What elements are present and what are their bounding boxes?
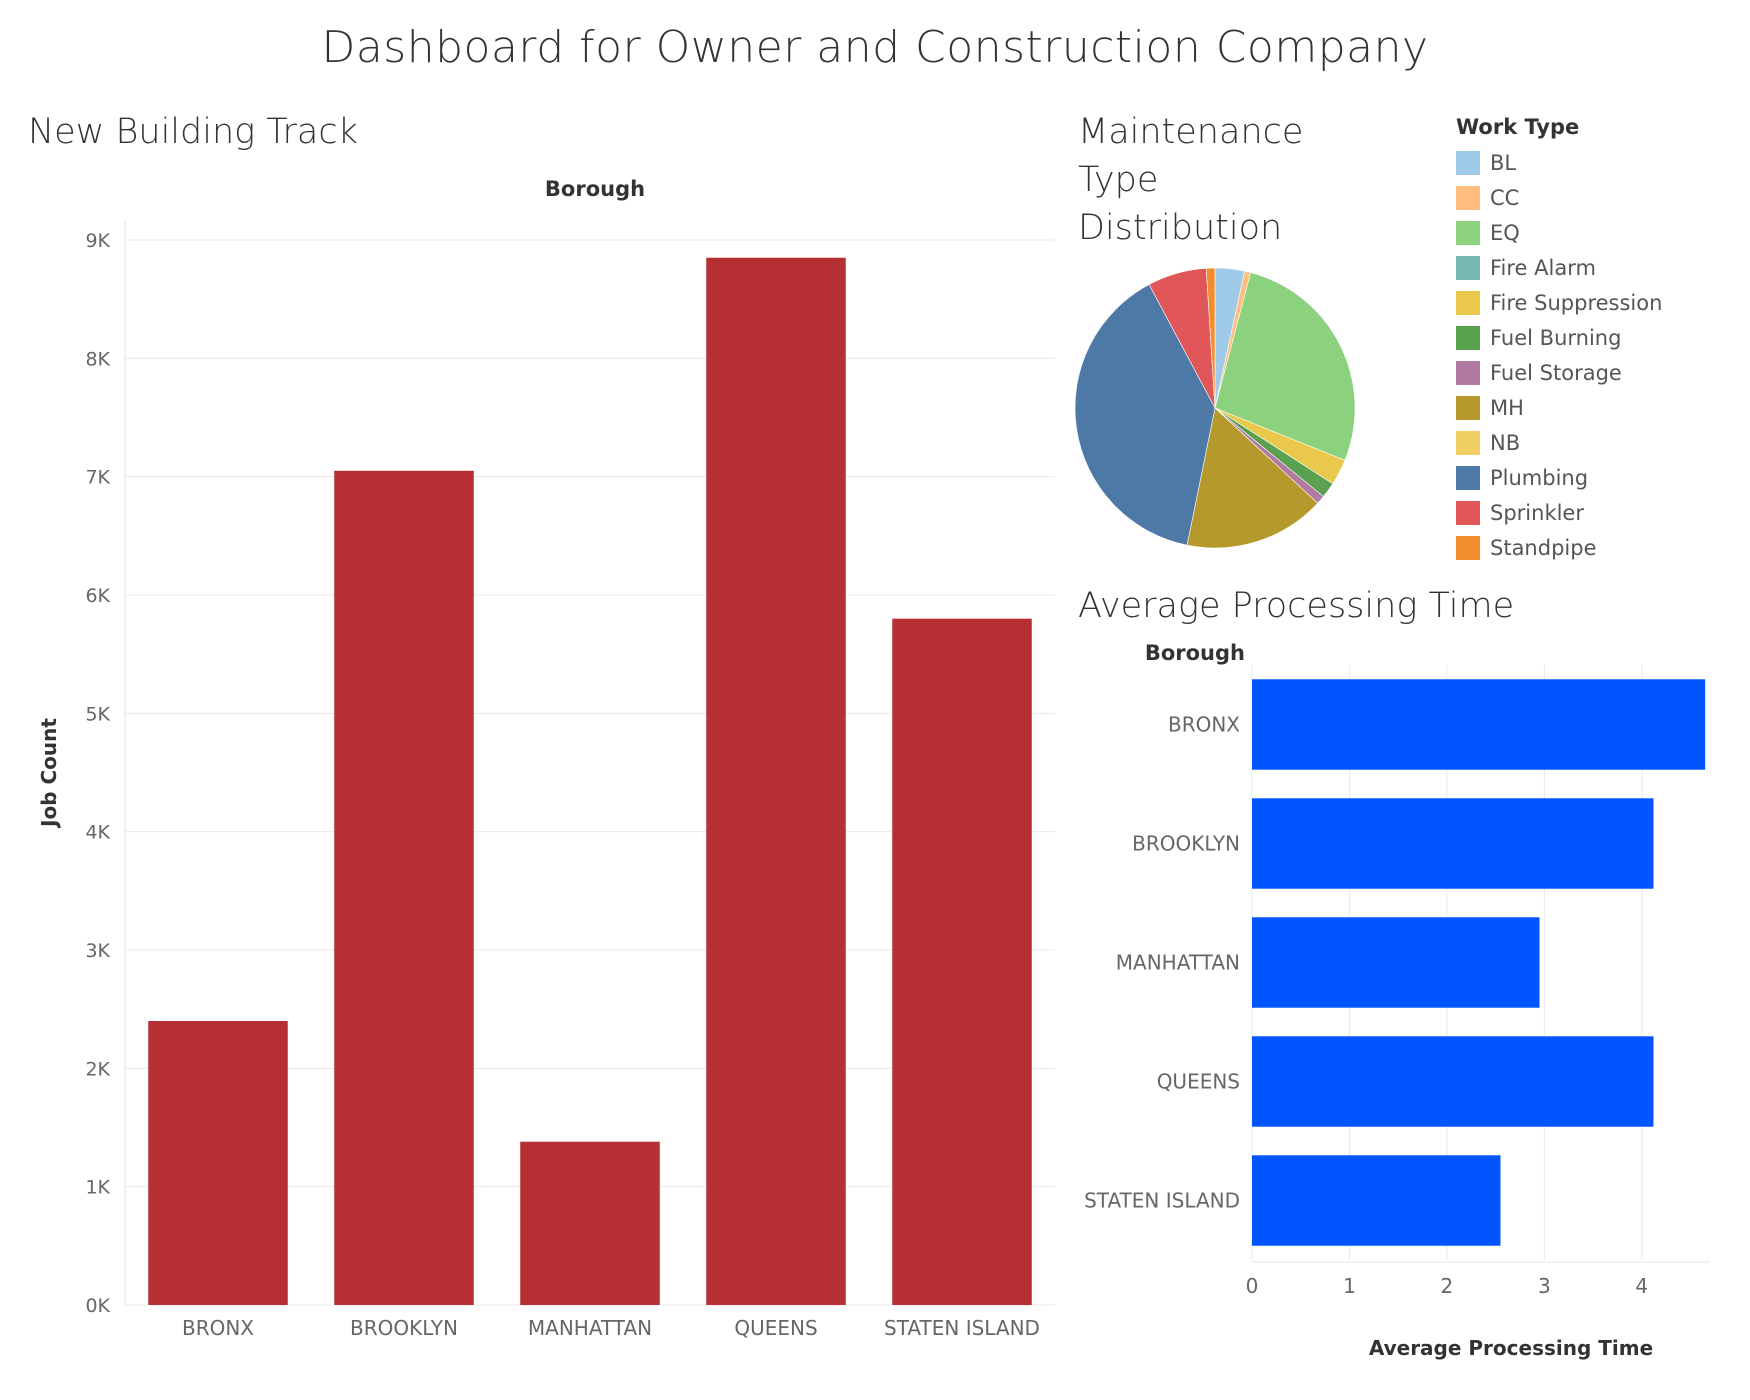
legend-swatch — [1456, 150, 1480, 175]
y-tick-label: BROOKLYN — [1132, 832, 1240, 856]
y-tick-label: QUEENS — [1157, 1070, 1240, 1094]
y-tick-label: 2K — [85, 1058, 110, 1080]
x-tick-label: 4 — [1635, 1274, 1648, 1298]
dashboard-title: Dashboard for Owner and Construction Com… — [321, 22, 1429, 73]
legend-item: MH — [1456, 390, 1662, 425]
legend-item: Sprinkler — [1456, 495, 1662, 530]
y-tick-label: 5K — [85, 703, 110, 725]
bar — [1252, 917, 1540, 1008]
pie-slice — [1074, 284, 1216, 546]
legend-item: Standpipe — [1456, 530, 1662, 565]
bar — [520, 1141, 660, 1305]
legend-swatch — [1456, 395, 1480, 420]
legend-item: Fuel Storage — [1456, 355, 1662, 390]
y-tick-label: 8K — [85, 348, 110, 370]
y-tick-label: STATEN ISLAND — [1084, 1189, 1240, 1213]
legend-swatch — [1456, 220, 1480, 245]
y-tick-label: 4K — [85, 822, 110, 844]
x-tick-label: MANHATTAN — [528, 1316, 652, 1340]
y-tick-label: 9K — [85, 230, 110, 252]
y-tick-label: MANHATTAN — [1116, 951, 1240, 975]
legend-swatch — [1456, 535, 1480, 560]
work-type-legend: Work Type BL CC EQ Fire Alarm Fire Suppressi… — [1456, 115, 1662, 565]
y-axis-title: Job Count — [37, 718, 61, 829]
x-tick-label: STATEN ISLAND — [884, 1316, 1040, 1340]
legend-swatch — [1456, 430, 1480, 455]
bar — [1252, 679, 1706, 770]
x-axis-title: Average Processing Time — [1369, 1336, 1653, 1360]
legend-title: Work Type — [1456, 115, 1580, 139]
x-tick-label: 3 — [1538, 1274, 1551, 1298]
legend-label: BL — [1490, 150, 1517, 175]
maintenance-title-line: Maintenance — [1078, 112, 1304, 152]
processing-time-title: Average Processing Time — [1078, 586, 1515, 626]
maintenance-title: Maintenance Type Distribution — [1078, 108, 1303, 252]
pie-slice — [1186, 407, 1319, 549]
bar — [1252, 1036, 1654, 1127]
maintenance-title-line: Distribution — [1078, 208, 1283, 248]
pie-slice — [1214, 272, 1356, 461]
legend-item: NB — [1456, 425, 1662, 460]
legend-swatch — [1456, 325, 1480, 350]
legend-item: BL — [1456, 145, 1662, 180]
bar — [334, 470, 474, 1305]
x-tick-label: 0 — [1246, 1274, 1259, 1298]
bar — [892, 618, 1032, 1305]
legend-swatch — [1456, 290, 1480, 315]
legend-label: Fire Suppression — [1490, 290, 1663, 315]
legend-label: MH — [1490, 395, 1524, 420]
x-tick-label: 1 — [1343, 1274, 1356, 1298]
y-tick-label: 1K — [85, 1177, 110, 1199]
y-tick-label: 6K — [85, 585, 110, 607]
pie-slice — [1205, 267, 1216, 409]
processing-time-bar-chart: Borough 0 1 2 3 4 BRONX BROOKLYN MANHATTAN QUEENS… — [1084, 641, 1710, 1360]
y-tick-label: 0K — [85, 1295, 110, 1317]
legend-label: Sprinkler — [1490, 500, 1584, 525]
y-tick-label: 3K — [85, 940, 110, 962]
bar — [1252, 1155, 1501, 1246]
legend-swatch — [1456, 465, 1480, 490]
legend-label: Fuel Storage — [1490, 360, 1622, 385]
legend-label: EQ — [1490, 220, 1520, 245]
y-header-label: Borough — [1145, 641, 1245, 665]
maintenance-title-line: Type — [1078, 160, 1159, 200]
legend-label: Standpipe — [1490, 535, 1597, 560]
legend-label: CC — [1490, 185, 1520, 210]
x-header-label: Borough — [545, 177, 645, 201]
legend-item: Fire Alarm — [1456, 250, 1662, 285]
legend-label: Fire Alarm — [1490, 255, 1596, 280]
legend-item: Fire Suppression — [1456, 285, 1662, 320]
x-tick-label: BRONX — [182, 1316, 254, 1340]
legend-swatch — [1456, 255, 1480, 280]
legend-item: CC — [1456, 180, 1662, 215]
x-tick-label: 2 — [1441, 1274, 1454, 1298]
x-tick-label: QUEENS — [734, 1316, 817, 1340]
legend-swatch — [1456, 500, 1480, 525]
new-building-title: New Building Track — [28, 112, 358, 152]
y-tick-label: BRONX — [1168, 713, 1240, 737]
legend-swatch — [1456, 185, 1480, 210]
maintenance-pie-chart — [1074, 267, 1356, 549]
legend-item: EQ — [1456, 215, 1662, 250]
bar — [1252, 798, 1654, 889]
legend-label: Fuel Burning — [1490, 325, 1622, 350]
legend-label: Plumbing — [1490, 465, 1589, 490]
bar — [706, 257, 846, 1305]
legend-item: Fuel Burning — [1456, 320, 1662, 355]
x-tick-label: BROOKLYN — [350, 1316, 458, 1340]
bar — [148, 1021, 288, 1305]
new-building-bar-chart: Borough 0K 1K 2K 3K 4K 5K 6K 7K 8K 9K Job Count BRON… — [37, 177, 1055, 1340]
legend-label: NB — [1490, 430, 1521, 455]
y-tick-label: 7K — [85, 467, 110, 489]
legend-item: Plumbing — [1456, 460, 1662, 495]
legend-swatch — [1456, 360, 1480, 385]
